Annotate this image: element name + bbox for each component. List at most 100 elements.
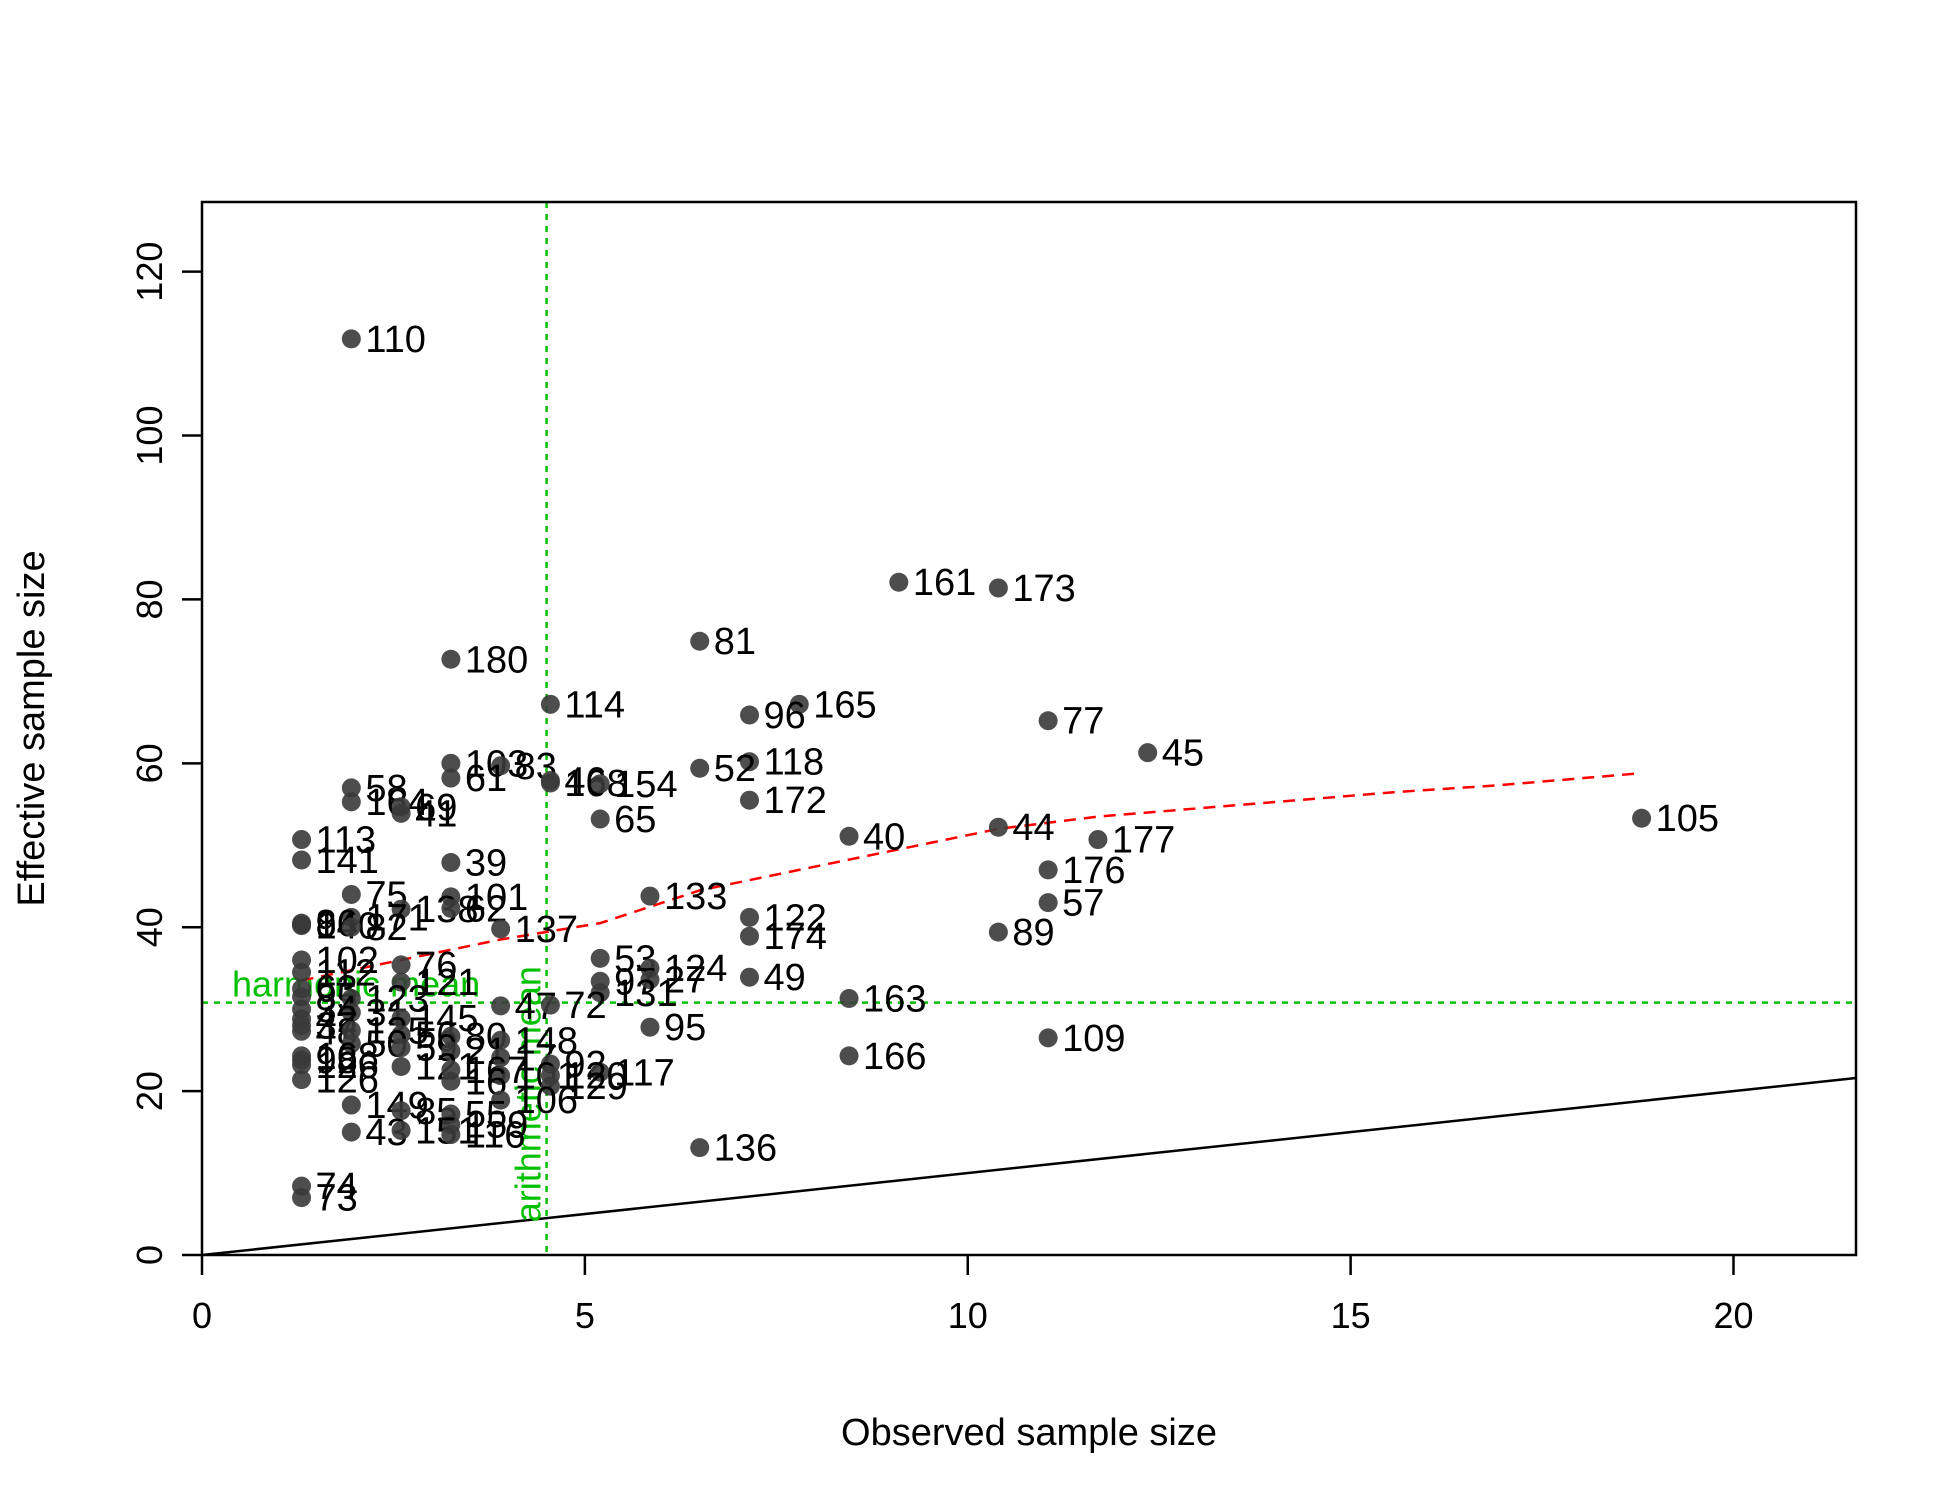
point-label: 57 — [1062, 883, 1104, 925]
point-label: 113 — [316, 820, 377, 862]
point-marker — [491, 919, 511, 939]
point-label: 89 — [1012, 912, 1054, 954]
data-point: 74 — [292, 1166, 358, 1208]
x-tick-label: 15 — [1331, 1295, 1371, 1336]
point-marker — [839, 1046, 859, 1066]
data-point: 174 — [740, 916, 827, 958]
point-marker — [740, 705, 760, 725]
data-point: 141 — [292, 840, 379, 882]
point-marker — [740, 907, 760, 927]
data-point: 82 — [341, 907, 408, 949]
data-point: 177 — [1088, 820, 1175, 862]
point-marker — [441, 852, 461, 872]
point-marker — [341, 1020, 361, 1040]
point-label: 163 — [863, 979, 926, 1021]
data-point: 129 — [540, 1066, 628, 1108]
point-marker — [540, 1076, 560, 1096]
point-marker — [590, 774, 610, 794]
point-label: 95 — [664, 1007, 706, 1049]
point-marker — [341, 989, 361, 1009]
point-label: 173 — [1012, 568, 1075, 610]
data-point: 116 — [441, 1115, 525, 1157]
point-marker — [590, 948, 610, 968]
data-point: 27 — [640, 960, 706, 1002]
point-label: 124 — [664, 948, 727, 990]
point-label: 165 — [813, 684, 876, 726]
point-marker — [889, 572, 909, 592]
point-label: 81 — [714, 621, 756, 663]
point-marker — [540, 995, 560, 1015]
point-marker — [441, 768, 461, 788]
y-tick-label: 20 — [129, 1071, 170, 1111]
point-marker — [1038, 1028, 1058, 1048]
data-point: 133 — [640, 876, 727, 918]
point-marker — [292, 1055, 312, 1075]
identity-line-layer — [201, 1076, 1857, 1257]
point-label: 126 — [316, 1060, 379, 1102]
data-point: 112 — [292, 952, 376, 994]
point-marker — [540, 694, 560, 714]
point-marker — [341, 884, 361, 904]
point-label: 39 — [465, 842, 507, 884]
point-label: 118 — [764, 742, 825, 784]
point-marker — [1138, 743, 1158, 763]
point-label: 102 — [316, 940, 379, 982]
point-marker — [441, 753, 461, 773]
data-point: 176 — [1038, 850, 1126, 892]
point-marker — [391, 1025, 411, 1045]
point-marker — [292, 1021, 312, 1041]
y-axis: 0 20 40 60 80 100 120 — [129, 242, 202, 1265]
point-marker — [441, 1125, 461, 1145]
plot-frame — [200, 200, 1858, 1257]
point-marker — [491, 1030, 511, 1050]
point-label: 45 — [1162, 733, 1204, 775]
x-axis-title: Observed sample size — [841, 1412, 1217, 1454]
point-label: 52 — [714, 748, 756, 790]
data-point: 171 — [341, 897, 429, 939]
point-label: 166 — [863, 1036, 926, 1078]
data-point: 49 — [740, 957, 806, 999]
data-point: 121 — [391, 962, 478, 1004]
point-marker — [292, 1188, 312, 1208]
trend-line-layer — [301, 771, 1642, 982]
point-marker — [491, 996, 511, 1016]
plot-frame-layer — [200, 200, 1858, 1257]
x-tick-label: 5 — [575, 1295, 595, 1336]
point-label: 69 — [415, 787, 457, 829]
point-label: 136 — [714, 1128, 777, 1170]
point-marker — [441, 1071, 461, 1091]
data-point: 16 — [441, 1061, 507, 1103]
point-label: 98 — [316, 1040, 358, 1082]
point-marker — [590, 983, 610, 1003]
point-marker — [740, 790, 760, 810]
point-label: 109 — [1062, 1018, 1125, 1060]
data-point: 89 — [988, 912, 1055, 954]
point-marker — [1038, 860, 1058, 880]
point-label: 55 — [465, 1094, 507, 1136]
point-label: 96 — [764, 695, 806, 737]
point-label: 129 — [564, 1066, 627, 1108]
point-marker — [491, 756, 511, 776]
data-point: 57 — [1038, 883, 1104, 925]
data-point: 113 — [292, 820, 376, 862]
point-marker — [740, 967, 760, 987]
point-marker — [690, 631, 710, 651]
data-point: 77 — [1038, 701, 1104, 743]
y-tick-label: 80 — [129, 579, 170, 619]
point-label: 168 — [316, 1036, 379, 1078]
point-marker — [441, 898, 461, 918]
point-marker — [391, 899, 411, 919]
point-label: 148 — [515, 1020, 578, 1062]
point-marker — [391, 1008, 411, 1028]
point-marker — [988, 922, 1008, 942]
point-label: 154 — [614, 764, 677, 806]
point-label: 126 — [316, 1045, 379, 1087]
point-marker — [441, 1041, 461, 1061]
point-label: 76 — [415, 945, 457, 987]
y-axis-title: Effective sample size — [11, 550, 53, 906]
data-point: 72 — [540, 985, 607, 1027]
point-marker — [441, 1026, 461, 1046]
data-point: 145 — [391, 998, 478, 1040]
point-marker — [839, 989, 859, 1009]
